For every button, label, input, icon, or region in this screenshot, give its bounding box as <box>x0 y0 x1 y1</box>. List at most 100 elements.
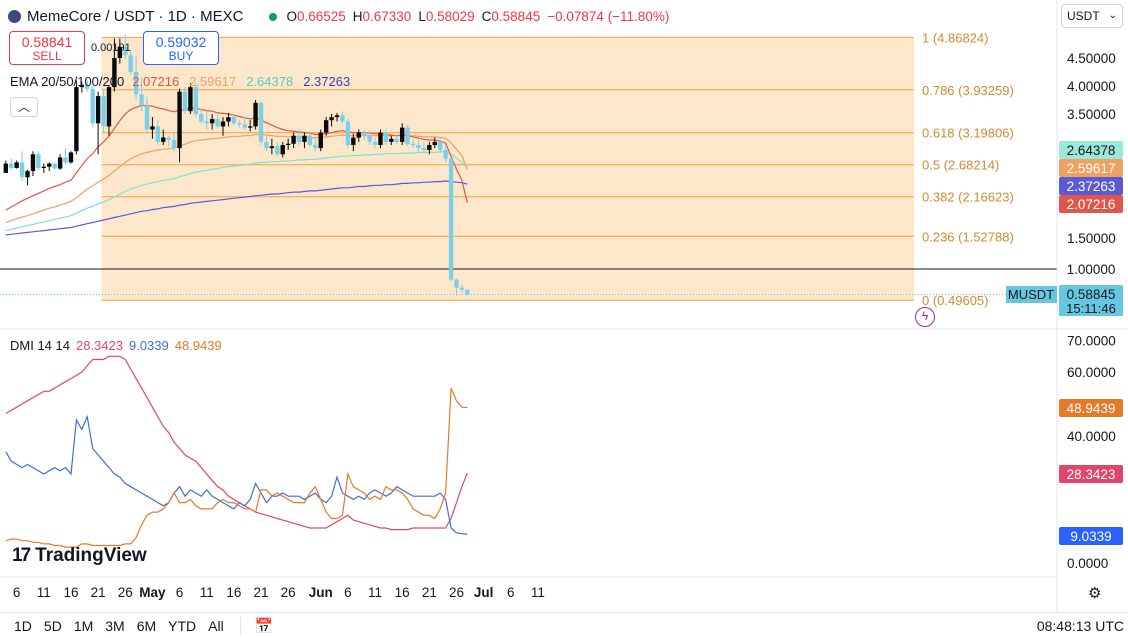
low-label: L <box>418 8 426 24</box>
candle <box>3 160 8 173</box>
fib-level-label-3: 0.5 (2.68214) <box>922 158 999 173</box>
candle-body <box>161 137 166 142</box>
candle-body <box>313 145 318 149</box>
candle <box>188 83 193 114</box>
currency-select[interactable]: USDT ⌄ <box>1061 4 1123 28</box>
price-badge-last: 0.58845 <box>1059 285 1123 303</box>
bottom-toolbar: 1D 5D 1M 3M 6M YTD All 📅 08:48:13 UTC <box>0 612 1128 638</box>
ema200-value: 2.37263 <box>303 74 351 89</box>
high-value: 0.67330 <box>362 8 412 24</box>
sell-button[interactable]: 0.58841 SELL <box>9 31 85 65</box>
buy-button[interactable]: 0.59032 BUY <box>143 31 219 65</box>
candle-body <box>171 140 177 149</box>
candle-body <box>302 135 307 142</box>
candle-body <box>74 87 79 152</box>
price-badge-ema20-bg <box>1059 195 1123 213</box>
memecore-logo-icon <box>8 9 21 23</box>
candle <box>220 117 226 136</box>
candle <box>161 129 166 145</box>
candlesticks[interactable] <box>3 34 470 296</box>
ema20-value: 2.07216 <box>132 74 180 89</box>
range-ytd-button[interactable]: YTD <box>168 617 197 634</box>
candle-body <box>79 84 85 88</box>
candle-body <box>139 94 144 106</box>
range-all-button[interactable]: All <box>208 617 224 634</box>
ema-legend[interactable]: EMA 20/50/100/200 2.07216 2.59617 2.6437… <box>10 74 352 89</box>
price-badge-line-bg <box>1059 260 1123 278</box>
dmi-badge-adx-bg <box>1059 399 1123 417</box>
price-axis-tick: 3.50000 <box>1067 107 1116 122</box>
countdown-text: 15:11:46 <box>1066 301 1116 316</box>
range-3m-button[interactable]: 3M <box>105 617 125 634</box>
fib-level-label-4: 0.382 (2.16623) <box>922 190 1014 205</box>
range-1m-button[interactable]: 1M <box>73 617 94 634</box>
ohlc-readout: O0.66525 H0.67330 L0.58029 C0.58845 −0.0… <box>269 8 670 24</box>
candle <box>9 158 14 170</box>
candle-body <box>101 96 106 127</box>
candle-body <box>166 137 171 141</box>
candle <box>443 145 448 163</box>
candle-body <box>85 84 90 89</box>
adx-line <box>5 387 468 548</box>
lightning-icon[interactable]: ϟ <box>915 307 935 327</box>
candle-body <box>25 171 30 178</box>
range-1d-button[interactable]: 1D <box>14 617 32 634</box>
candle-body <box>63 157 68 163</box>
gear-icon[interactable]: ⚙ <box>1088 585 1102 602</box>
candle <box>438 138 443 153</box>
candle-body <box>90 88 95 124</box>
candle-body <box>112 58 117 88</box>
dmi-legend[interactable]: DMI 14 14 28.3423 9.0339 48.9439 <box>10 338 222 353</box>
candle <box>405 125 410 147</box>
candle <box>394 133 399 144</box>
candle-body <box>351 137 356 145</box>
candle-body <box>296 135 302 142</box>
candle-body <box>57 157 63 169</box>
candle <box>139 77 144 112</box>
ema20-line <box>5 104 468 211</box>
candle-body <box>209 118 215 124</box>
low-value: 0.58029 <box>425 8 475 24</box>
utc-clock[interactable]: 08:48:13 UTC <box>1036 618 1124 634</box>
symbol-title[interactable]: MemeCore / USDT · 1D · MEXC <box>27 7 244 25</box>
candle-body <box>68 152 74 163</box>
candle <box>63 148 68 165</box>
price-badge-ema20: 2.07216 <box>1059 195 1123 213</box>
chevron-down-icon: ⌄ <box>1108 10 1117 21</box>
candle-body <box>416 145 421 149</box>
calendar-icon[interactable]: 📅 <box>254 617 274 635</box>
range-6m-button[interactable]: 6M <box>136 617 157 634</box>
candle <box>30 151 36 176</box>
candle-body <box>334 115 340 118</box>
dmi-badge-dmi_plus-bg <box>1059 465 1123 483</box>
price-badge-ema200-text: 2.37263 <box>1067 179 1116 194</box>
candle-body <box>399 127 405 142</box>
dmi-badge-dmi_plus: 28.3423 <box>1059 465 1123 483</box>
candle <box>199 108 204 124</box>
candle <box>389 135 394 145</box>
candle <box>171 132 177 152</box>
range-5d-button[interactable]: 5D <box>43 617 62 634</box>
candle <box>112 38 117 92</box>
ema50-value: 2.59617 <box>189 74 237 89</box>
candle-body <box>258 102 264 142</box>
candle <box>19 151 25 181</box>
candle <box>237 120 242 128</box>
candle-body <box>204 121 209 124</box>
fibonacci-retracement[interactable]: 1 (4.86824) 0.786 (3.93259) 0.618 (3.19806… <box>101 30 1014 308</box>
candle <box>269 138 275 155</box>
collapse-legend-button[interactable]: ︿ <box>10 97 38 117</box>
time-axis-tick: 11 <box>200 585 214 600</box>
time-axis-tick: 21 <box>253 585 268 600</box>
price-badge-ema200-bg <box>1059 177 1123 195</box>
ema50-line <box>5 133 468 224</box>
candle-body <box>19 162 25 178</box>
candle-body <box>150 126 155 130</box>
candle-body <box>52 163 57 169</box>
time-axis-tick: 26 <box>449 585 464 600</box>
time-axis-tick: 6 <box>176 585 184 600</box>
candle-body <box>389 138 394 142</box>
tradingview-logo[interactable]: 17 TradingView <box>12 545 147 567</box>
change-value: −0.07874 (−11.80%) <box>547 8 670 24</box>
